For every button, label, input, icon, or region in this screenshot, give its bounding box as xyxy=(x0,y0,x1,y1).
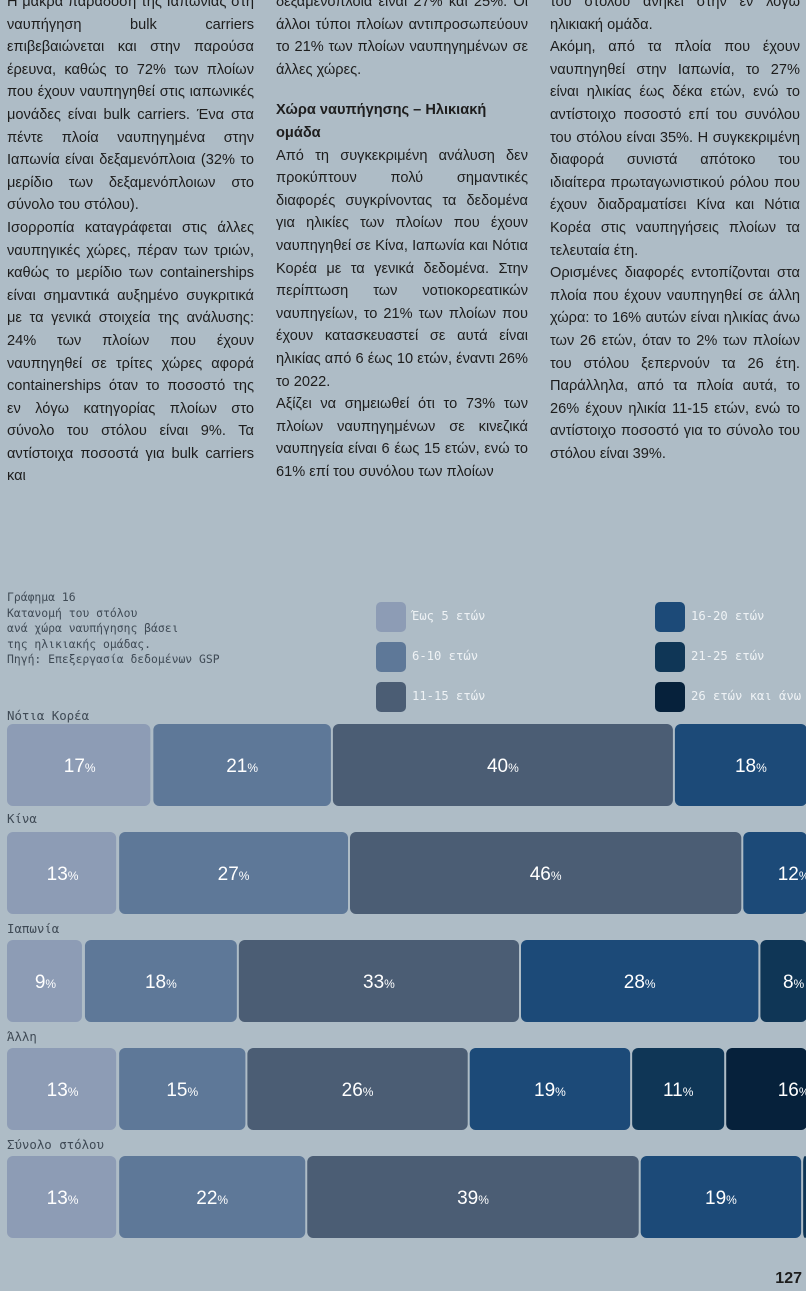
legend-swatch xyxy=(655,682,685,712)
legend-swatch xyxy=(376,642,406,672)
bar-segment xyxy=(7,1156,117,1238)
category-label: Σύνολο στόλου xyxy=(7,1137,104,1152)
bar-segment xyxy=(84,940,237,1022)
bar-segment xyxy=(760,940,806,1022)
bar-value-label: 28% xyxy=(624,972,656,993)
bar-segment xyxy=(7,1048,117,1130)
bar-value-label: 15% xyxy=(166,1080,198,1101)
bar-value-label: 9% xyxy=(35,972,57,993)
chart-title-line: της ηλικιακής ομάδας. xyxy=(7,636,152,651)
bar-value-label: 19% xyxy=(705,1188,737,1209)
bar-value-label: 19% xyxy=(534,1080,566,1101)
legend-label: 16-20 ετών xyxy=(691,609,765,623)
legend-swatch xyxy=(376,602,406,632)
legend-label: 26 ετών και άνω xyxy=(691,689,802,703)
legend-swatch xyxy=(376,682,406,712)
chart-title-line: ανά χώρα ναυπήγησης βάσει xyxy=(7,621,179,636)
bar-value-label: 27% xyxy=(218,864,250,885)
bar-segment xyxy=(7,724,151,806)
text-column-2: δεξαμενόπλοια είναι 27% και 25%. Οι άλλο… xyxy=(276,0,528,483)
bar-value-label: 22% xyxy=(196,1188,228,1209)
bar-value-label: 16% xyxy=(778,1080,806,1101)
bar-value-label: 17% xyxy=(64,756,96,777)
bar-segment xyxy=(332,724,673,806)
page-number: 127 xyxy=(775,1270,802,1287)
bar-segment xyxy=(119,1048,246,1130)
paragraph: Αξίζει να σημειωθεί ότι το 73% των πλοίω… xyxy=(276,396,528,480)
bar-value-label: 11% xyxy=(663,1080,694,1101)
category-label: Ιαπωνία xyxy=(7,921,60,936)
legend-swatch xyxy=(655,642,685,672)
paragraph: Ακόμη, από τα πλοία που έχουν ναυπηγηθεί… xyxy=(550,39,800,259)
bar-value-label: 40% xyxy=(487,756,519,777)
chart-source: Πηγή: Επεξεργασία δεδομένων GSP xyxy=(7,652,220,667)
bar-value-label: 18% xyxy=(735,756,767,777)
paragraph: Από τη συγκεκριμένη ανάλυση δεν προκύπτο… xyxy=(276,147,528,390)
bar-value-label: 26% xyxy=(342,1080,374,1101)
section-heading: Χώρα ναυπήγησης – Ηλικιακή ομάδα xyxy=(276,102,487,141)
text-column-3: του στόλου ανήκει στην εν λόγω ηλικιακή … xyxy=(550,0,800,465)
bar-segment xyxy=(7,940,82,1022)
paragraph: Ορισμένες διαφορές εντοπίζονται στα πλοί… xyxy=(550,265,800,462)
bar-value-label: 12% xyxy=(778,864,806,885)
bar-segment xyxy=(743,832,806,914)
bar-value-label: 46% xyxy=(530,864,562,885)
bar-value-label: 8% xyxy=(783,972,805,993)
bar-value-label: 13% xyxy=(47,864,79,885)
bar-segment xyxy=(350,832,742,914)
bar-segment xyxy=(238,940,519,1022)
legend-label: 11-15 ετών xyxy=(412,689,486,703)
chart-title-line: Κατανομή του στόλου xyxy=(7,605,138,620)
legend-swatch xyxy=(655,602,685,632)
bar-segment xyxy=(803,1156,806,1238)
bar-value-label: 39% xyxy=(457,1188,489,1209)
bar-segment xyxy=(119,832,349,914)
paragraph: του στόλου ανήκει στην εν λόγω ηλικιακή … xyxy=(550,0,800,33)
category-label: Άλλη xyxy=(7,1029,37,1044)
bar-value-label: 33% xyxy=(363,972,395,993)
text-column-1: Η μακρά παράδοση της Ιαπωνίας στη ναυπήγ… xyxy=(7,0,254,488)
bar-segment xyxy=(7,832,117,914)
bar-segment xyxy=(632,1048,725,1130)
category-label: Κίνα xyxy=(7,811,37,826)
legend-label: Έως 5 ετών xyxy=(412,609,486,623)
bar-value-label: 21% xyxy=(226,756,258,777)
category-label: Νότια Κορέα xyxy=(7,708,90,723)
bar-value-label: 18% xyxy=(145,972,177,993)
bar-segment xyxy=(521,940,759,1022)
bar-segment xyxy=(307,1156,639,1238)
bar-value-label: 13% xyxy=(47,1080,79,1101)
bar-segment xyxy=(726,1048,806,1130)
bar-segment xyxy=(153,724,331,806)
chart-caption: Γράφημα 16 Κατανομή του στόλου ανά χώρα … xyxy=(7,590,220,668)
bar-segment xyxy=(119,1156,306,1238)
legend-label: 6-10 ετών xyxy=(412,649,479,663)
bar-segment xyxy=(640,1156,802,1238)
legend-label: 21-25 ετών xyxy=(691,649,765,663)
bar-segment xyxy=(674,724,806,806)
paragraph: Ισορροπία καταγράφεται στις άλλες ναυπηγ… xyxy=(7,219,254,485)
paragraph: Η μακρά παράδοση της Ιαπωνίας στη ναυπήγ… xyxy=(7,0,254,214)
bar-value-label: 13% xyxy=(47,1188,79,1209)
paragraph: δεξαμενόπλοια είναι 27% και 25%. Οι άλλο… xyxy=(276,0,528,78)
bar-segment xyxy=(469,1048,631,1130)
chart-number: Γράφημα 16 xyxy=(7,590,76,604)
bar-segment xyxy=(247,1048,468,1130)
